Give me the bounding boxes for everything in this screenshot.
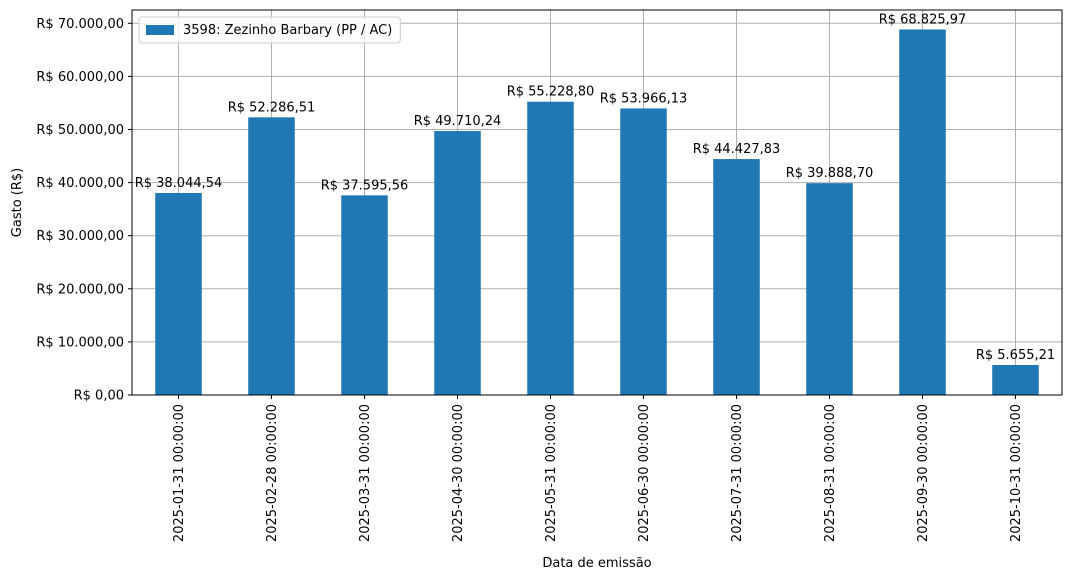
legend-label: 3598: Zezinho Barbary (PP / AC) [183, 23, 392, 38]
x-tick-label: 2025-01-31 00:00:00 [172, 404, 187, 542]
bar-value-label: R$ 38.044,54 [135, 176, 223, 191]
x-tick-label: 2025-05-31 00:00:00 [544, 404, 559, 542]
y-tick-label: R$ 50.000,00 [36, 123, 124, 138]
x-tick-label: 2025-03-31 00:00:00 [358, 404, 373, 542]
y-axis-title: Gasto (R$) [10, 168, 25, 237]
bar [527, 101, 574, 395]
bar-value-label: R$ 37.595,56 [321, 178, 409, 193]
y-tick-label: R$ 60.000,00 [36, 70, 124, 85]
y-tick-label: R$ 20.000,00 [36, 282, 124, 297]
bar [899, 29, 946, 395]
x-axis-title: Data de emissão [542, 556, 651, 571]
bar [992, 364, 1039, 395]
bar [248, 117, 295, 395]
bar-labels: R$ 38.044,54 R$ 52.286,51 R$ 37.595,56 R$ 4… [135, 13, 1055, 363]
legend: 3598: Zezinho Barbary (PP / AC) [138, 16, 401, 44]
bar-value-label: R$ 68.825,97 [879, 13, 967, 28]
bar-value-label: R$ 49.710,24 [414, 114, 502, 129]
bars [155, 29, 1039, 396]
axes: R$ 0,00 R$ 10.000,00 R$ 20.000,00 R$ 30.000… [36, 9, 1063, 542]
bar-value-label: R$ 5.655,21 [976, 348, 1055, 363]
y-tick-label: R$ 40.000,00 [36, 176, 124, 191]
bar-value-label: R$ 52.286,51 [228, 100, 316, 115]
bar-value-label: R$ 55.228,80 [507, 85, 595, 100]
plot-frame [131, 9, 1063, 396]
x-tick-label: 2025-09-30 00:00:00 [916, 404, 931, 542]
bar [620, 108, 667, 396]
x-tick-label: 2025-06-30 00:00:00 [637, 404, 652, 542]
y-tick-label: R$ 10.000,00 [36, 335, 124, 350]
bar [434, 131, 481, 395]
bar-value-label: R$ 39.888,70 [786, 166, 874, 181]
bar [713, 159, 760, 395]
y-tick-label: R$ 70.000,00 [36, 17, 124, 32]
legend-frame [138, 16, 401, 44]
x-tick-label: 2025-07-31 00:00:00 [730, 404, 745, 542]
bar-value-label: R$ 44.427,83 [693, 142, 781, 157]
x-tick-label: 2025-02-28 00:00:00 [265, 404, 280, 542]
bar [341, 195, 388, 395]
y-tick-label: R$ 0,00 [74, 389, 124, 404]
bar [806, 183, 853, 395]
bar-value-label: R$ 53.966,13 [600, 91, 688, 106]
y-tick-label: R$ 30.000,00 [36, 229, 124, 244]
x-tick-label: 2025-08-31 00:00:00 [823, 404, 838, 542]
bar [155, 192, 202, 395]
legend-swatch [146, 25, 174, 35]
x-tick-label: 2025-10-31 00:00:00 [1009, 404, 1024, 542]
x-tick-label: 2025-04-30 00:00:00 [451, 404, 466, 542]
